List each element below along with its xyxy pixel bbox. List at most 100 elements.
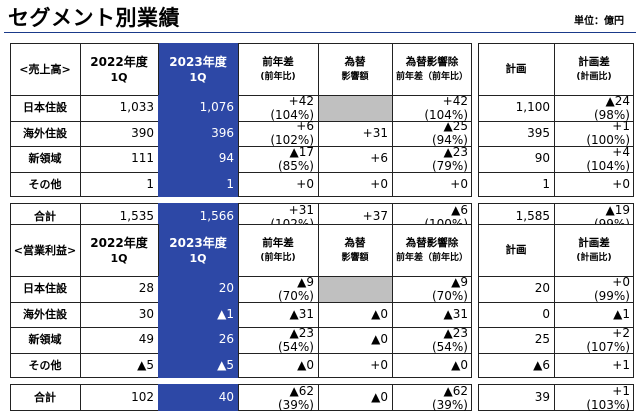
value-2022: 390 xyxy=(131,125,154,140)
yoy-diff: ▲17 (85%) xyxy=(238,144,318,173)
row-divider xyxy=(10,120,158,122)
value-2023: 1 xyxy=(158,171,238,197)
ex-fx-diff: ▲62 (39%) xyxy=(392,384,472,412)
unit-label: 単位：億円 xyxy=(574,16,624,27)
column-divider xyxy=(238,224,239,378)
diff-value: +42 xyxy=(288,93,314,108)
value-2023: 1,076 xyxy=(158,95,238,121)
diff-value: +2 xyxy=(612,325,630,340)
profit-main-frame xyxy=(10,224,472,378)
diff-value: ▲31 xyxy=(289,307,315,322)
header-fx-line: 影響額 xyxy=(341,252,369,263)
plan-diff: +4 (104%) xyxy=(554,145,634,173)
value-2022: ▲5 xyxy=(137,357,154,372)
segment-name: その他 xyxy=(28,177,62,191)
header-plan-diff-line: (計画比) xyxy=(576,252,612,263)
header-plan-diff-line: 計画差 xyxy=(578,55,610,68)
row-divider xyxy=(478,276,634,277)
row-divider xyxy=(478,95,634,96)
plan-value: 1,585 xyxy=(515,209,550,223)
ex-fx-diff: +0 xyxy=(392,172,472,198)
diff-value: +0 xyxy=(450,177,468,192)
row-divider xyxy=(478,352,634,354)
segment-name: 日本住設 xyxy=(23,282,67,296)
ratio-value: (100%) xyxy=(586,133,630,148)
plan-value: 20 xyxy=(534,281,550,296)
fx-impact: ▲0 xyxy=(371,332,388,347)
header-2023: 2023年度 1Q xyxy=(158,43,238,95)
ratio-value: (79%) xyxy=(431,158,468,173)
ratio-value: (99%) xyxy=(593,288,630,303)
profit-section-label: <営業利益> xyxy=(13,243,77,257)
plan-value: 1 xyxy=(542,176,550,191)
column-divider xyxy=(392,203,393,230)
segment-name: 合計 xyxy=(34,210,56,223)
value-2023: 396 xyxy=(158,120,238,146)
diff-value: ▲17 xyxy=(289,144,315,159)
column-divider xyxy=(80,384,81,411)
fx-impact: +6 xyxy=(370,151,388,166)
fx-not-applicable xyxy=(318,95,392,121)
ratio-value: (103%) xyxy=(586,397,630,412)
plan-diff: +0 xyxy=(554,172,634,198)
diff-value: ▲1 xyxy=(613,307,630,322)
header-yoy-line: 前年差 xyxy=(262,236,294,249)
ratio-value: (70%) xyxy=(277,288,314,303)
row-divider xyxy=(10,327,158,328)
ex-fx-diff: +42 (104%) xyxy=(392,93,472,122)
ratio-value: (85%) xyxy=(277,158,314,173)
header-plan: 計画 xyxy=(478,224,554,276)
segment-name: 海外住設 xyxy=(23,126,67,140)
row-divider xyxy=(478,120,634,122)
ratio-value: (102%) xyxy=(270,133,314,148)
header-2022-line: 1Q xyxy=(110,251,128,265)
header-fx: 為替 影響額 xyxy=(318,43,392,95)
yoy-diff: +6 (102%) xyxy=(238,119,318,148)
header-2022: 2022年度 1Q xyxy=(80,43,158,95)
diff-value: +0 xyxy=(296,177,314,192)
diff-value: ▲62 xyxy=(289,383,315,398)
header-2022-line: 2022年度 xyxy=(90,54,148,69)
yoy-diff: +42 (104%) xyxy=(238,93,318,122)
header-yoy: 前年差 (前年比) xyxy=(238,43,318,95)
header-exfx-line: 為替影響除 xyxy=(405,236,459,249)
header-plan-text: 計画 xyxy=(505,63,527,75)
value-2023: 20 xyxy=(158,276,238,302)
row-divider xyxy=(10,301,158,303)
diff-value: ▲31 xyxy=(443,307,469,322)
column-divider xyxy=(392,43,393,197)
diff-value: +1 xyxy=(612,119,630,134)
diff-value: +42 xyxy=(442,93,468,108)
diff-value: ▲0 xyxy=(451,358,468,373)
header-exfx: 為替影響除前年差（前年比） xyxy=(392,43,472,95)
header-2022-line: 1Q xyxy=(110,70,128,84)
plan-diff: ▲24 (98%) xyxy=(554,94,634,122)
fx-impact: +31 xyxy=(362,125,388,140)
diff-value: +31 xyxy=(288,202,314,217)
header-exfx-line: 前年差（前年比） xyxy=(395,252,468,263)
plan-diff: +0 (99%) xyxy=(554,275,634,303)
header-fx-line: 影響額 xyxy=(341,71,369,82)
fx-impact: ▲0 xyxy=(371,390,388,404)
value-2022: 102 xyxy=(131,390,154,404)
diff-value: ▲19 xyxy=(605,202,631,217)
row-divider xyxy=(478,146,634,147)
header-plan-diff: 計画差 (計画比) xyxy=(554,43,634,95)
yoy-diff: +0 xyxy=(238,172,318,198)
header-2023-line: 1Q xyxy=(189,70,207,84)
segment-name: 日本住設 xyxy=(23,101,67,115)
header-2023: 2023年度 1Q xyxy=(158,224,238,276)
sales-plan-frame xyxy=(478,43,634,197)
value-2023: 40 xyxy=(158,384,238,411)
plan-diff: ▲1 xyxy=(554,302,634,328)
row-divider xyxy=(10,146,158,147)
diff-value: +6 xyxy=(296,119,314,134)
header-plan-diff: 計画差 (計画比) xyxy=(554,224,634,276)
header-exfx-line: 前年差（前年比） xyxy=(395,71,468,82)
value-2023: 94 xyxy=(158,146,238,172)
plan-value: 395 xyxy=(527,125,550,140)
header-exfx-line: 為替影響除 xyxy=(405,55,459,68)
header-plan-diff-line: (計画比) xyxy=(576,71,612,82)
diff-value: ▲9 xyxy=(297,274,314,289)
column-divider xyxy=(80,43,81,197)
